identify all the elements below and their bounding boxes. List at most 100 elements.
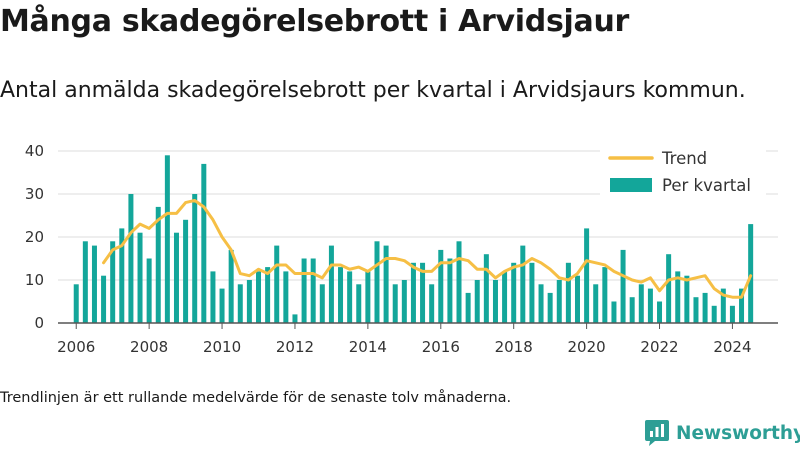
bar bbox=[392, 284, 398, 323]
bar bbox=[647, 288, 653, 323]
bar bbox=[219, 288, 225, 323]
bar bbox=[265, 267, 271, 323]
bar bbox=[720, 288, 726, 323]
bar bbox=[338, 267, 344, 323]
bar bbox=[155, 206, 161, 323]
x-tick-label: 2020 bbox=[568, 338, 606, 356]
bar bbox=[465, 292, 471, 323]
bar bbox=[574, 275, 580, 323]
bar bbox=[128, 194, 134, 323]
bar bbox=[620, 249, 626, 323]
y-tick-label: 20 bbox=[25, 228, 44, 246]
bar bbox=[420, 262, 426, 323]
x-tick-label: 2024 bbox=[713, 338, 751, 356]
bar bbox=[520, 245, 526, 323]
bar bbox=[593, 284, 599, 323]
bar bbox=[529, 262, 535, 323]
bar bbox=[183, 219, 189, 323]
legend-swatch-bars bbox=[610, 178, 652, 192]
bar bbox=[675, 271, 681, 323]
bar bbox=[629, 297, 635, 323]
trend-line bbox=[102, 198, 753, 299]
bar bbox=[274, 245, 280, 323]
y-tick-label: 0 bbox=[34, 314, 44, 332]
bar bbox=[365, 271, 371, 323]
bar bbox=[374, 241, 380, 323]
x-tick-label: 2016 bbox=[422, 338, 460, 356]
bar bbox=[192, 194, 198, 323]
chart-title: Många skadegörelsebrott i Arvidsjaur bbox=[0, 4, 630, 39]
bar bbox=[693, 297, 699, 323]
bar bbox=[483, 254, 489, 323]
bar bbox=[638, 284, 644, 323]
bar bbox=[301, 258, 307, 323]
bar bbox=[429, 284, 435, 323]
bar bbox=[283, 271, 289, 323]
bar-series bbox=[73, 155, 754, 323]
bar bbox=[401, 280, 407, 323]
bar bbox=[173, 232, 179, 323]
bar bbox=[556, 280, 562, 323]
bar bbox=[73, 284, 79, 323]
footnote: Trendlinjen är ett rullande medelvärde f… bbox=[0, 390, 512, 406]
legend-label: Per kvartal bbox=[662, 176, 751, 195]
bar bbox=[502, 271, 508, 323]
trend-series bbox=[102, 198, 753, 299]
bar bbox=[739, 288, 745, 323]
bar bbox=[292, 314, 298, 323]
bar bbox=[101, 275, 107, 323]
bar bbox=[657, 301, 663, 323]
bar bbox=[310, 258, 316, 323]
bar bbox=[91, 245, 97, 323]
x-tick-label: 2008 bbox=[130, 338, 168, 356]
bar bbox=[565, 262, 571, 323]
legend: Trend Per kvartal bbox=[600, 144, 766, 200]
x-tick-label: 2014 bbox=[349, 338, 387, 356]
bar bbox=[684, 275, 690, 323]
bar bbox=[447, 258, 453, 323]
bar bbox=[246, 280, 252, 323]
bar bbox=[383, 245, 389, 323]
bar bbox=[456, 241, 462, 323]
bar bbox=[256, 271, 262, 323]
bar bbox=[356, 284, 362, 323]
bar bbox=[711, 305, 717, 323]
bar bbox=[729, 305, 735, 323]
chart: 0 10 20 30 40 2006 2008 2010 2012 2014 2016 2018 202… bbox=[25, 142, 778, 356]
bar bbox=[82, 241, 88, 323]
y-tick-label: 30 bbox=[25, 185, 44, 203]
bar bbox=[228, 249, 234, 323]
bar bbox=[137, 232, 143, 323]
bar bbox=[438, 249, 444, 323]
bar bbox=[347, 271, 353, 323]
bar bbox=[319, 284, 325, 323]
bar bbox=[702, 292, 708, 323]
newsworthy-logo: Newsworthy bbox=[644, 419, 800, 447]
y-tick-label: 10 bbox=[25, 271, 44, 289]
newsworthy-logo-icon bbox=[645, 420, 669, 446]
axes: 0 10 20 30 40 2006 2008 2010 2012 2014 2016 2018 202… bbox=[25, 142, 778, 356]
x-tick-label: 2018 bbox=[495, 338, 533, 356]
bar bbox=[119, 228, 125, 323]
x-tick-label: 2012 bbox=[276, 338, 314, 356]
bar bbox=[146, 258, 152, 323]
chart-subtitle: Antal anmälda skadegörelsebrott per kvar… bbox=[0, 78, 746, 103]
bar bbox=[210, 271, 216, 323]
bar bbox=[328, 245, 334, 323]
bar bbox=[602, 267, 608, 323]
bar bbox=[201, 163, 207, 323]
bar bbox=[474, 280, 480, 323]
bar bbox=[511, 262, 517, 323]
x-tick-label: 2022 bbox=[640, 338, 678, 356]
bar bbox=[584, 228, 590, 323]
bar bbox=[748, 224, 754, 323]
bar bbox=[538, 284, 544, 323]
bar bbox=[547, 292, 553, 323]
x-tick-label: 2010 bbox=[203, 338, 241, 356]
bar bbox=[110, 241, 116, 323]
bar bbox=[237, 284, 243, 323]
bar bbox=[164, 155, 170, 323]
bar bbox=[666, 254, 672, 323]
brand-name: Newsworthy bbox=[676, 422, 800, 444]
bar bbox=[611, 301, 617, 323]
